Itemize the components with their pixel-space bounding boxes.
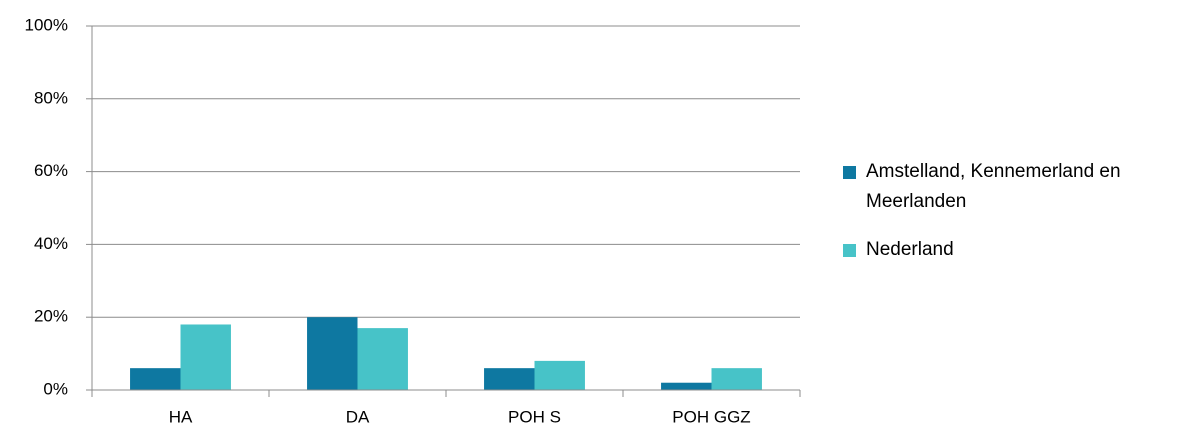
bar <box>180 324 231 390</box>
y-tick-label: 40% <box>34 234 68 253</box>
y-tick-label: 20% <box>34 307 68 326</box>
legend-entry: Amstelland, Kennemerland en Meerlanden <box>843 157 1188 217</box>
legend-swatch <box>843 166 856 179</box>
x-tick-label: HA <box>169 407 193 426</box>
y-tick-label: 0% <box>43 379 68 398</box>
y-tick-label: 100% <box>25 15 68 34</box>
legend-swatch <box>843 244 856 257</box>
x-tick-label: DA <box>346 407 370 426</box>
bar <box>357 328 408 390</box>
bar <box>130 368 181 390</box>
legend: Amstelland, Kennemerland en Meerlanden Ne… <box>843 157 1188 283</box>
y-tick-label: 60% <box>34 161 68 180</box>
bar <box>484 368 535 390</box>
legend-label: Amstelland, Kennemerland en Meerlanden <box>866 161 1121 212</box>
bar <box>661 382 712 390</box>
x-tick-label: POH S <box>508 407 561 426</box>
x-tick-label: POH GGZ <box>672 407 750 426</box>
bar <box>307 317 358 390</box>
bar <box>534 360 585 390</box>
legend-entry: Nederland <box>843 235 1188 265</box>
legend-label: Nederland <box>866 239 954 260</box>
bar <box>711 368 762 390</box>
y-tick-label: 80% <box>34 88 68 107</box>
